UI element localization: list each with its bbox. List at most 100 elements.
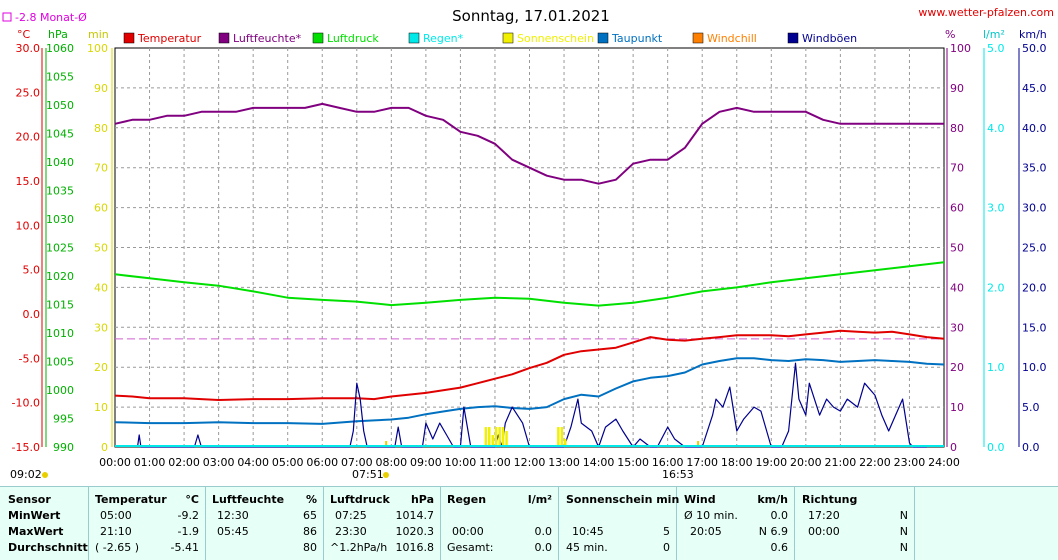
sunshine-bar: [505, 431, 508, 447]
pressure-avg-value: 1016.8: [395, 541, 435, 554]
pressure_hpa-tick-label: 990: [53, 441, 74, 454]
humidity_pct-tick-label: 100: [950, 42, 971, 55]
pressure_hpa-tick-label: 1055: [46, 71, 74, 84]
wind-unit: km/h: [757, 493, 788, 506]
legend-swatch: [502, 32, 514, 44]
legend-label: Windchill: [707, 32, 757, 45]
wind_kmh-tick-label: 35.0: [1022, 162, 1047, 175]
x-tick-label: 14:00: [583, 456, 615, 469]
chart-axes: 30.0 25.0 20.0 15.0 10.0 5.0 0.0 -5.0 -10.0 -15.0…: [12, 42, 1047, 469]
x-tick-label: 07:00: [341, 456, 373, 469]
humidity_pct-tick-label: 90: [950, 82, 964, 95]
x-tick-label: 00:00: [99, 456, 131, 469]
temperature_c-tick-label: 30.0: [16, 42, 41, 55]
chart-legend: Temperatur Luftfeuchte* Luftdruck Regen* Son…: [123, 32, 857, 45]
month-avg-label: -2.8 Monat-Ø: [15, 11, 87, 24]
x-tick-label: 02:00: [168, 456, 200, 469]
x-tick-label: 21:00: [825, 456, 857, 469]
stats-wind: Wind km/h Ø 10 min. 0.0 20:05 N 6.9 0.6: [676, 487, 795, 560]
site-link[interactable]: www.wetter-pfalzen.com: [918, 6, 1054, 19]
humidity_pct-tick-label: 0: [950, 441, 957, 454]
sun-icon: [42, 472, 48, 478]
x-tick-label: 24:00: [928, 456, 960, 469]
direction-max-time: 00:00: [808, 525, 840, 538]
temperature_c-tick-label: 25.0: [16, 86, 41, 99]
pressure_hpa-tick-label: 1000: [46, 384, 74, 397]
rain-head: Regen: [447, 493, 487, 506]
rain-total-value: 0.0: [534, 541, 553, 554]
row-label-min: MinWert: [8, 509, 61, 522]
sunshine-bar: [494, 427, 498, 447]
humidity-max-time: 05:45: [217, 525, 249, 538]
stats-sensor: Sensor MinWert MaxWert Durchschnitt: [0, 487, 89, 560]
direction-avg-value: N: [899, 541, 908, 554]
legend-swatch: [597, 32, 609, 44]
sun_min-tick-label: 20: [94, 361, 108, 374]
sunshine-bar: [491, 435, 494, 447]
sun_min-tick-label: 50: [94, 242, 108, 255]
direction-head: Richtung: [802, 493, 858, 506]
rain_lm2-tick-label: 1.0: [987, 361, 1005, 374]
legend-swatch: [408, 32, 420, 44]
rain-max-value: 0.0: [534, 525, 553, 538]
sunshine-bar: [560, 427, 564, 447]
humidity_pct-tick-label: 70: [950, 162, 964, 175]
rain-unit: l/m²: [527, 493, 552, 506]
series-line-windböen: [136, 362, 927, 448]
legend-label: Luftfeuchte*: [233, 32, 302, 45]
temperature-head: Temperatur: [95, 493, 167, 506]
wind_kmh-tick-label: 5.0: [1022, 401, 1040, 414]
chart-title: Sonntag, 17.01.2021: [452, 7, 610, 25]
humidity-unit: %: [305, 493, 317, 506]
pressure_hpa-tick-label: 1045: [46, 128, 74, 141]
stats-sun: Sonnenschein min 10:45 5 45 min. 0: [558, 487, 679, 560]
wind_kmh-tick-label: 0.0: [1022, 441, 1040, 454]
stats-panel: Sensor MinWert MaxWert Durchschnitt Temp…: [0, 486, 1058, 560]
sun_min-tick-label: 0: [101, 441, 108, 454]
unit-c: °C: [17, 28, 31, 41]
sunset-label: 16:53: [662, 468, 694, 481]
temperature-max-value: -1.9: [177, 525, 199, 538]
series-line-luftfeuchte: [114, 102, 944, 185]
x-tick-label: 15:00: [617, 456, 649, 469]
x-tick-label: 22:00: [859, 456, 891, 469]
series-line-luftdruck: [114, 261, 945, 307]
legend-label: Sonnenschein: [517, 32, 594, 45]
temperature_c-tick-label: 20.0: [16, 131, 41, 144]
wind_kmh-tick-label: 40.0: [1022, 122, 1047, 135]
sunshine-bar: [498, 427, 501, 447]
sun_min-tick-label: 70: [94, 162, 108, 175]
x-tick-label: 01:00: [134, 456, 166, 469]
rain_lm2-tick-label: 0.0: [987, 441, 1005, 454]
x-tick-label: 12:00: [514, 456, 546, 469]
x-tick-label: 19:00: [755, 456, 787, 469]
sunrise-label: 07:51: [352, 468, 384, 481]
temperature_c-tick-label: 5.0: [23, 264, 41, 277]
humidity_pct-tick-label: 40: [950, 281, 964, 294]
x-tick-label: 17:00: [686, 456, 718, 469]
pressure_hpa-tick-label: 995: [53, 413, 74, 426]
stats-rain: Regen l/m² 00:00 0.0 Gesamt: 0.0: [440, 487, 559, 560]
legend-label: Luftdruck: [327, 32, 379, 45]
row-label-avg: Durchschnitt: [8, 541, 88, 554]
temperature-avg-month: ( -2.65 ): [95, 541, 140, 554]
pressure_hpa-tick-label: 1040: [46, 156, 74, 169]
humidity_pct-tick-label: 80: [950, 122, 964, 135]
unit-pct: %: [945, 28, 955, 41]
stats-humidity: Luftfeuchte % 12:30 65 05:45 86 80: [205, 487, 324, 560]
humidity-head: Luftfeuchte: [212, 493, 285, 506]
legend-label: Windböen: [802, 32, 857, 45]
rain_lm2-tick-label: 3.0: [987, 202, 1005, 215]
wind_kmh-tick-label: 50.0: [1022, 42, 1047, 55]
rain_lm2-tick-label: 4.0: [987, 122, 1005, 135]
sun_min-tick-label: 10: [94, 401, 108, 414]
pressure_hpa-tick-label: 1030: [46, 213, 74, 226]
sensor-head: Sensor: [8, 493, 51, 506]
wind_kmh-tick-label: 15.0: [1022, 321, 1047, 334]
pressure_hpa-tick-label: 1060: [46, 42, 74, 55]
humidity_pct-tick-label: 10: [950, 401, 964, 414]
temperature_c-tick-label: -10.0: [12, 397, 40, 410]
sun-max-value: 5: [663, 525, 670, 538]
pressure_hpa-tick-label: 1015: [46, 299, 74, 312]
temperature-avg-value: -5.41: [170, 541, 199, 554]
